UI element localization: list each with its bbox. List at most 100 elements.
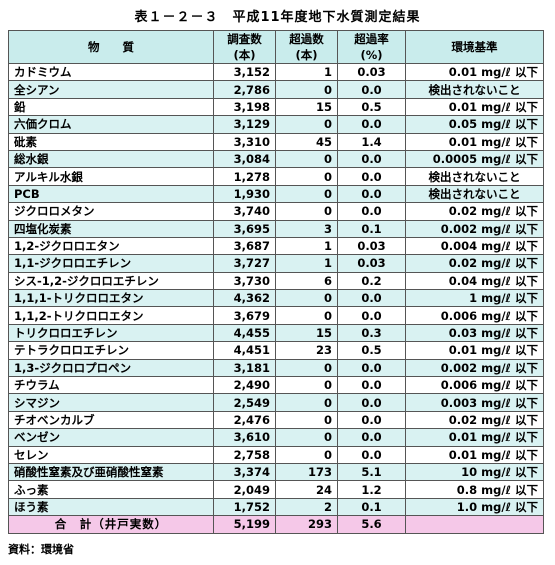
cell-surveyed: 4,362 bbox=[213, 289, 276, 308]
cell-rate: 0.5 bbox=[337, 341, 406, 360]
header-row: 物 質 調査数 (本) 超過数 (本) 超過率 (%) 環境基準 bbox=[8, 30, 544, 64]
cell-standard: 0.02 mg/ℓ 以下 bbox=[405, 410, 544, 430]
cell-exceed: 0 bbox=[275, 410, 338, 430]
cell-substance: セレン bbox=[8, 445, 214, 464]
cell-rate: 0.0 bbox=[337, 306, 406, 325]
cell-exceed: 24 bbox=[275, 480, 338, 499]
cell-rate: 0.0 bbox=[337, 358, 406, 378]
cell-rate: 1.2 bbox=[337, 480, 406, 499]
cell-exceed: 173 bbox=[275, 462, 338, 482]
cell-standard: 0.01 mg/ℓ 以下 bbox=[405, 97, 544, 117]
total-rate: 5.6 bbox=[337, 515, 406, 534]
cell-rate: 0.0 bbox=[337, 202, 406, 221]
cell-exceed: 0 bbox=[275, 167, 338, 186]
cell-substance: ジクロロメタン bbox=[8, 202, 214, 221]
total-surveyed: 5,199 bbox=[213, 515, 276, 534]
cell-substance: シス-1,2-ジクロロエチレン bbox=[8, 271, 214, 291]
table-row: トリクロロエチレン 4,455 15 0.3 0.03 mg/ℓ 以下 bbox=[8, 323, 544, 343]
cell-exceed: 0 bbox=[275, 393, 338, 412]
cell-exceed: 0 bbox=[275, 358, 338, 378]
cell-rate: 0.0 bbox=[337, 167, 406, 186]
table-row: 1,2-ジクロロエタン 3,687 1 0.03 0.004 mg/ℓ 以下 bbox=[8, 236, 544, 256]
cell-rate: 0.03 bbox=[337, 254, 406, 273]
table-body: カドミウム 3,152 1 0.03 0.01 mg/ℓ 以下 全シアン 2,786 0 0.0… bbox=[8, 62, 544, 517]
cell-substance: 1,1-ジクロロエチレン bbox=[8, 254, 214, 273]
cell-surveyed: 3,310 bbox=[213, 132, 276, 151]
cell-substance: 四塩化炭素 bbox=[8, 219, 214, 238]
header-substance: 物 質 bbox=[8, 30, 214, 64]
cell-exceed: 6 bbox=[275, 271, 338, 291]
table-row: ジクロロメタン 3,740 0 0.0 0.02 mg/ℓ 以下 bbox=[8, 202, 544, 221]
cell-substance: 砒素 bbox=[8, 132, 214, 151]
cell-standard: 0.0005 mg/ℓ 以下 bbox=[405, 149, 544, 169]
cell-standard: 0.04 mg/ℓ 以下 bbox=[405, 271, 544, 291]
cell-rate: 0.0 bbox=[337, 184, 406, 204]
cell-substance: カドミウム bbox=[8, 62, 214, 82]
cell-surveyed: 1,930 bbox=[213, 184, 276, 204]
cell-surveyed: 2,049 bbox=[213, 480, 276, 499]
cell-surveyed: 4,451 bbox=[213, 341, 276, 360]
cell-exceed: 0 bbox=[275, 445, 338, 464]
table-row: セレン 2,758 0 0.0 0.01 mg/ℓ 以下 bbox=[8, 445, 544, 464]
cell-rate: 1.4 bbox=[337, 132, 406, 151]
table-row: シマジン 2,549 0 0.0 0.003 mg/ℓ 以下 bbox=[8, 393, 544, 412]
cell-substance: PCB bbox=[8, 184, 214, 204]
cell-exceed: 45 bbox=[275, 132, 338, 151]
table-row: 鉛 3,198 15 0.5 0.01 mg/ℓ 以下 bbox=[8, 97, 544, 117]
cell-rate: 0.0 bbox=[337, 376, 406, 395]
cell-substance: 1,2-ジクロロエタン bbox=[8, 236, 214, 256]
total-label: 合 計（井戸実数） bbox=[8, 515, 214, 534]
cell-exceed: 0 bbox=[275, 376, 338, 395]
cell-rate: 0.1 bbox=[337, 219, 406, 238]
table-row: ふっ素 2,049 24 1.2 0.8 mg/ℓ 以下 bbox=[8, 480, 544, 499]
cell-surveyed: 3,181 bbox=[213, 358, 276, 378]
table-row: 全シアン 2,786 0 0.0 検出されないこと bbox=[8, 80, 544, 99]
cell-exceed: 23 bbox=[275, 341, 338, 360]
cell-substance: 1,3-ジクロロプロペン bbox=[8, 358, 214, 378]
header-rate: 超過率 (%) bbox=[337, 30, 406, 64]
header-surveyed-line1: 調査数 bbox=[227, 32, 262, 46]
header-surveyed-line2: (本) bbox=[233, 48, 256, 62]
cell-substance: チオベンカルブ bbox=[8, 410, 214, 430]
cell-standard: 0.8 mg/ℓ 以下 bbox=[405, 480, 544, 499]
cell-surveyed: 2,786 bbox=[213, 80, 276, 99]
cell-surveyed: 3,679 bbox=[213, 306, 276, 325]
cell-substance: ほう素 bbox=[8, 497, 214, 517]
cell-substance: 総水銀 bbox=[8, 149, 214, 169]
cell-surveyed: 3,374 bbox=[213, 462, 276, 482]
header-standard: 環境基準 bbox=[405, 30, 544, 64]
total-row: 合 計（井戸実数） 5,199 293 5.6 bbox=[8, 515, 544, 534]
cell-standard: 検出されないこと bbox=[405, 184, 544, 204]
cell-substance: 六価クロム bbox=[8, 115, 214, 134]
cell-standard: 0.05 mg/ℓ 以下 bbox=[405, 115, 544, 134]
cell-substance: トリクロロエチレン bbox=[8, 323, 214, 343]
table-row: 六価クロム 3,129 0 0.0 0.05 mg/ℓ 以下 bbox=[8, 115, 544, 134]
cell-exceed: 15 bbox=[275, 323, 338, 343]
cell-rate: 0.1 bbox=[337, 497, 406, 517]
cell-surveyed: 3,687 bbox=[213, 236, 276, 256]
header-rate-line2: (%) bbox=[360, 48, 383, 62]
cell-standard: 0.01 mg/ℓ 以下 bbox=[405, 62, 544, 82]
cell-exceed: 0 bbox=[275, 428, 338, 447]
cell-rate: 0.0 bbox=[337, 115, 406, 134]
cell-rate: 0.5 bbox=[337, 97, 406, 117]
cell-surveyed: 2,549 bbox=[213, 393, 276, 412]
cell-surveyed: 3,198 bbox=[213, 97, 276, 117]
header-exceed-line1: 超過数 bbox=[289, 32, 324, 46]
cell-standard: 0.01 mg/ℓ 以下 bbox=[405, 341, 544, 360]
cell-surveyed: 3,084 bbox=[213, 149, 276, 169]
cell-substance: 鉛 bbox=[8, 97, 214, 117]
cell-rate: 0.0 bbox=[337, 410, 406, 430]
cell-rate: 0.0 bbox=[337, 445, 406, 464]
cell-standard: 1 mg/ℓ 以下 bbox=[405, 289, 544, 308]
cell-standard: 0.003 mg/ℓ 以下 bbox=[405, 393, 544, 412]
table-row: カドミウム 3,152 1 0.03 0.01 mg/ℓ 以下 bbox=[8, 62, 544, 82]
cell-surveyed: 3,129 bbox=[213, 115, 276, 134]
table-row: 1,3-ジクロロプロペン 3,181 0 0.0 0.002 mg/ℓ 以下 bbox=[8, 358, 544, 378]
table-row: チウラム 2,490 0 0.0 0.006 mg/ℓ 以下 bbox=[8, 376, 544, 395]
cell-substance: アルキル水銀 bbox=[8, 167, 214, 186]
cell-exceed: 0 bbox=[275, 149, 338, 169]
cell-rate: 0.03 bbox=[337, 236, 406, 256]
cell-standard: 0.002 mg/ℓ 以下 bbox=[405, 358, 544, 378]
cell-exceed: 2 bbox=[275, 497, 338, 517]
